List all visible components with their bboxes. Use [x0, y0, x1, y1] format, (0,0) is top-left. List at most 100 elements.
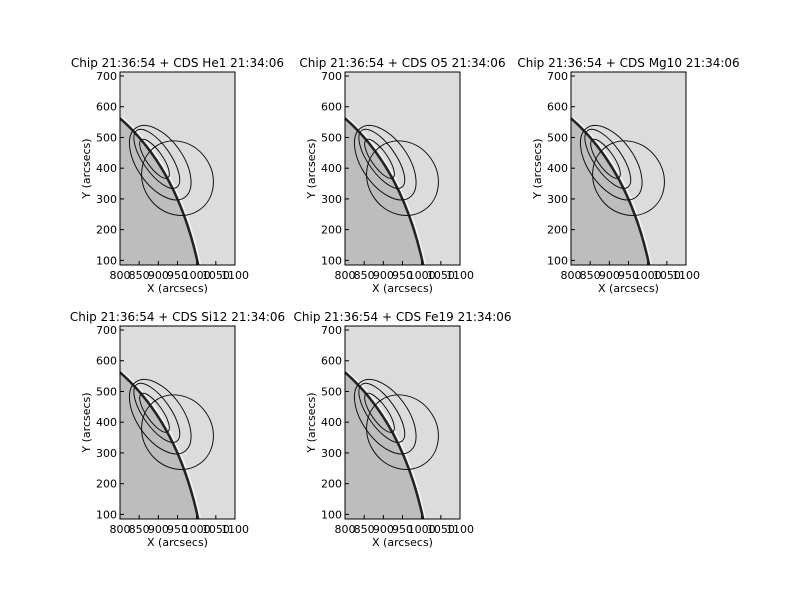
limb-bright	[346, 116, 427, 266]
y-tick-label: 400	[96, 162, 117, 175]
y-tick-label: 600	[96, 355, 117, 368]
x-tick-label: 950	[392, 269, 413, 282]
contour	[141, 140, 214, 216]
contour	[139, 392, 170, 433]
x-tick-label: 850	[354, 523, 375, 536]
y-tick-label: 600	[547, 101, 568, 114]
panel-title: Chip 21:36:54 + CDS Mg10 21:34:06	[517, 56, 739, 70]
y-tick-label: 200	[96, 224, 117, 237]
x-tick-label: 950	[167, 523, 188, 536]
x-tick-label: 900	[373, 523, 394, 536]
y-tick-label: 300	[96, 193, 117, 206]
contour	[592, 140, 665, 216]
y-tick-label: 300	[547, 193, 568, 206]
y-tick-label: 700	[96, 70, 117, 83]
x-tick-label: 900	[148, 523, 169, 536]
x-tick-label: 1050	[427, 523, 455, 536]
solar-disk	[571, 118, 650, 265]
contour	[358, 128, 406, 189]
contour	[358, 382, 406, 443]
y-tick-label: 100	[96, 508, 117, 521]
y-tick-label: 200	[321, 224, 342, 237]
contour	[584, 128, 632, 189]
x-tick-label: 1000	[634, 269, 662, 282]
x-tick-label: 1100	[221, 523, 249, 536]
limb-bright	[121, 370, 202, 520]
y-tick-label: 100	[547, 254, 568, 267]
x-tick-label: 1100	[446, 523, 474, 536]
solar-disk	[345, 372, 424, 519]
y-axis-label: Y (arcsecs)	[80, 138, 93, 199]
y-tick-label: 500	[547, 131, 568, 144]
y-tick-label: 500	[321, 385, 342, 398]
x-tick-label: 900	[148, 269, 169, 282]
y-tick-label: 700	[96, 324, 117, 337]
x-tick-label: 1100	[446, 269, 474, 282]
y-tick-label: 300	[96, 447, 117, 460]
x-tick-label: 900	[599, 269, 620, 282]
y-tick-label: 500	[96, 131, 117, 144]
x-tick-label: 1050	[202, 523, 230, 536]
x-tick-label: 800	[561, 269, 582, 282]
x-axis-label: X (arcsecs)	[147, 282, 208, 295]
panel-title: Chip 21:36:54 + CDS He1 21:34:06	[71, 56, 284, 70]
y-tick-label: 600	[321, 355, 342, 368]
x-tick-label: 800	[110, 523, 131, 536]
y-tick-label: 100	[321, 254, 342, 267]
contour	[133, 128, 181, 189]
x-tick-label: 1100	[672, 269, 700, 282]
x-tick-label: 950	[167, 269, 188, 282]
y-tick-label: 200	[321, 478, 342, 491]
contour	[364, 138, 395, 179]
y-tick-label: 300	[321, 193, 342, 206]
x-tick-label: 850	[129, 269, 150, 282]
contour	[133, 382, 181, 443]
x-tick-label: 950	[392, 523, 413, 536]
panel-title: Chip 21:36:54 + CDS Si12 21:34:06	[70, 310, 285, 324]
y-axis-label: Y (arcsecs)	[80, 392, 93, 453]
y-tick-label: 100	[321, 508, 342, 521]
y-tick-label: 500	[321, 131, 342, 144]
x-tick-label: 1050	[202, 269, 230, 282]
x-tick-label: 900	[373, 269, 394, 282]
panel-title: Chip 21:36:54 + CDS O5 21:34:06	[299, 56, 505, 70]
contour	[364, 392, 395, 433]
x-axis-label: X (arcsecs)	[372, 282, 433, 295]
y-tick-label: 600	[96, 101, 117, 114]
x-tick-label: 1000	[183, 269, 211, 282]
y-axis-label: Y (arcsecs)	[305, 138, 318, 199]
y-tick-label: 400	[547, 162, 568, 175]
x-tick-label: 850	[354, 269, 375, 282]
contour	[366, 394, 439, 470]
x-tick-label: 800	[335, 269, 356, 282]
limb-bright	[572, 116, 653, 266]
solar-disk	[120, 118, 199, 265]
solar-disk	[345, 118, 424, 265]
y-tick-label: 100	[96, 254, 117, 267]
solar-disk	[120, 372, 199, 519]
y-tick-label: 600	[321, 101, 342, 114]
y-tick-label: 400	[96, 416, 117, 429]
y-tick-label: 700	[321, 324, 342, 337]
y-axis-label: Y (arcsecs)	[531, 138, 544, 199]
y-tick-label: 400	[321, 162, 342, 175]
contour	[141, 394, 214, 470]
y-tick-label: 300	[321, 447, 342, 460]
y-tick-label: 200	[96, 478, 117, 491]
x-tick-label: 1000	[183, 523, 211, 536]
limb-bright	[346, 370, 427, 520]
contour	[139, 138, 170, 179]
y-tick-label: 200	[547, 224, 568, 237]
x-tick-label: 1050	[427, 269, 455, 282]
y-tick-label: 700	[321, 70, 342, 83]
x-tick-label: 800	[110, 269, 131, 282]
x-tick-label: 850	[129, 523, 150, 536]
y-tick-label: 400	[321, 416, 342, 429]
x-tick-label: 1000	[408, 523, 436, 536]
x-tick-label: 1100	[221, 269, 249, 282]
